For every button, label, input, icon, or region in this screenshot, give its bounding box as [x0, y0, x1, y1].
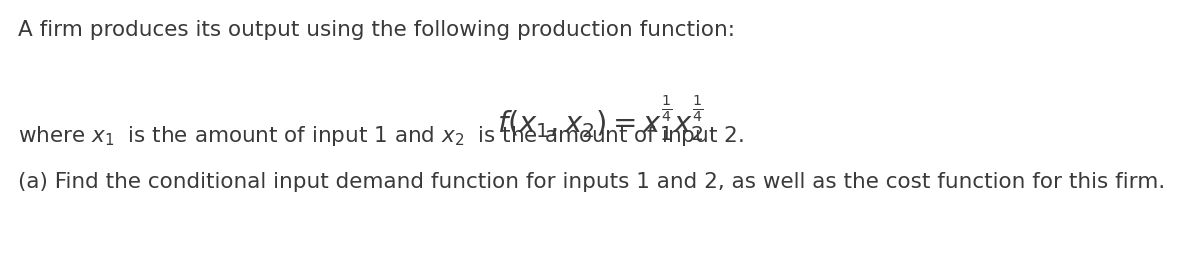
Text: (a) Find the conditional input demand function for inputs 1 and 2, as well as th: (a) Find the conditional input demand fu…	[18, 172, 1165, 192]
Text: where $x_1$  is the amount of input 1 and $x_2$  is the amount of input 2.: where $x_1$ is the amount of input 1 and…	[18, 124, 744, 148]
Text: $f(x_1, x_2) = x_1^{\frac{1}{4}} x_2^{\frac{1}{4}}$: $f(x_1, x_2) = x_1^{\frac{1}{4}} x_2^{\f…	[497, 94, 703, 143]
Text: A firm produces its output using the following production function:: A firm produces its output using the fol…	[18, 20, 734, 40]
